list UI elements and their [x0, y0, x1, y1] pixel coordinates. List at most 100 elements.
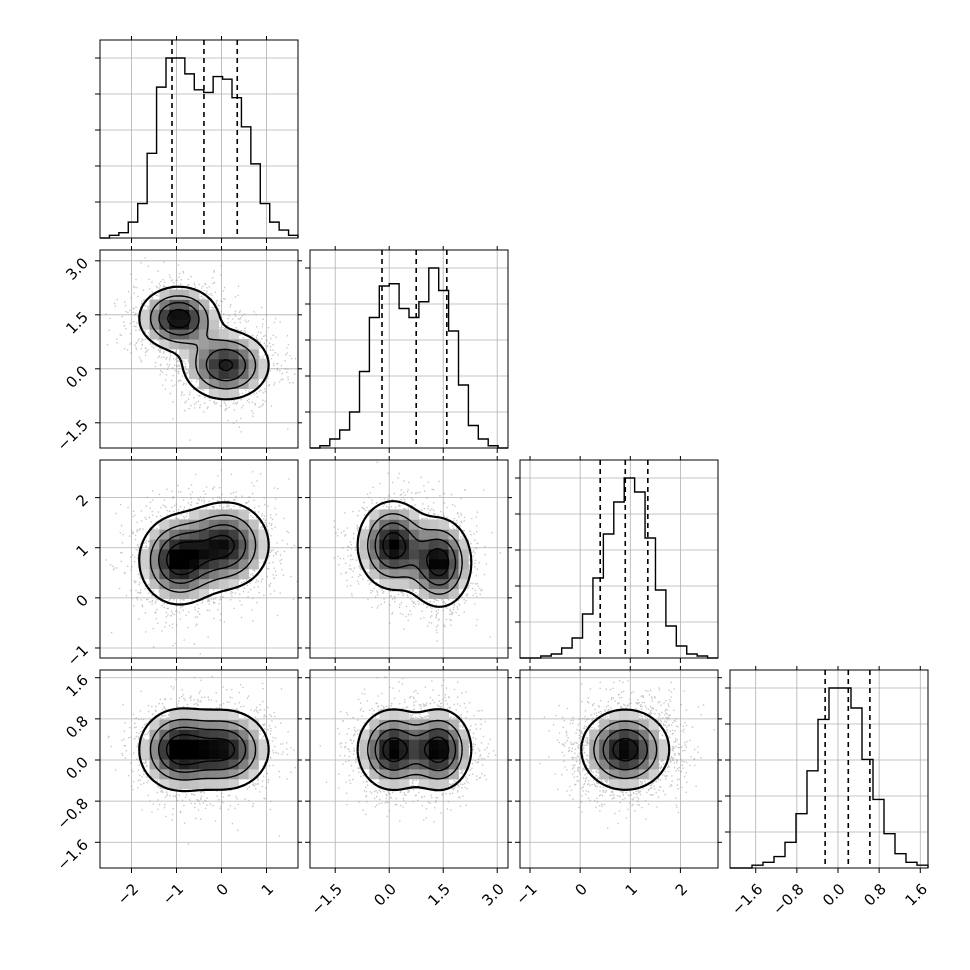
contour-line — [374, 728, 457, 772]
density-cell — [189, 539, 200, 550]
density-cell — [428, 559, 440, 570]
density-cell — [258, 529, 269, 540]
density-cell — [359, 729, 370, 740]
density-cell — [409, 729, 420, 740]
density-cell — [208, 729, 220, 740]
density-cell — [218, 559, 230, 570]
density-cell — [369, 529, 380, 540]
density-cell — [648, 749, 659, 760]
density-cell — [169, 319, 180, 330]
density-cell — [199, 739, 210, 750]
density-cell — [369, 759, 380, 770]
density-cell — [218, 539, 230, 550]
density-cell — [248, 358, 259, 370]
density-cell — [159, 299, 170, 310]
density-cell — [359, 739, 370, 750]
density-cell — [238, 568, 249, 580]
density-cell — [228, 339, 239, 350]
density-cell — [379, 578, 390, 590]
density-cell — [379, 769, 390, 780]
density-cell — [189, 759, 200, 770]
density-cell — [389, 759, 400, 770]
density-cell — [409, 509, 420, 520]
density-cell — [139, 309, 150, 320]
contour-line — [138, 285, 270, 401]
hist-panel-3 — [725, 666, 929, 873]
density-cell — [149, 749, 160, 760]
density-cell — [379, 729, 390, 740]
density-cell — [428, 719, 440, 730]
density-cell — [409, 539, 420, 550]
density-cell — [648, 739, 659, 750]
density-cell — [248, 729, 259, 740]
density-cell — [418, 778, 430, 790]
density-panel-3-0 — [95, 666, 302, 873]
density-cell — [418, 729, 430, 740]
density-cell — [218, 719, 230, 730]
density-cell — [448, 529, 459, 540]
density-cell — [218, 709, 230, 720]
density-cell — [199, 378, 210, 389]
density-cell — [428, 778, 440, 790]
density-cell — [619, 778, 630, 790]
density-cell — [248, 559, 259, 570]
density-cell — [189, 358, 200, 370]
density-cell — [418, 549, 430, 560]
density-cell — [389, 749, 400, 760]
density-cell — [179, 299, 190, 310]
density-cell — [399, 509, 410, 520]
density-cell — [619, 719, 630, 730]
density-cell — [169, 759, 180, 770]
density-cell — [609, 719, 620, 730]
x-tick-label: 1 — [258, 880, 277, 899]
panel-frame — [729, 669, 929, 869]
histogram-series — [100, 57, 299, 239]
density-cell — [189, 778, 200, 790]
density-cell — [179, 529, 190, 540]
density-cell — [399, 709, 410, 720]
contour-line — [167, 308, 233, 372]
density-cell — [179, 719, 190, 730]
density-cell — [199, 729, 210, 740]
density-cell — [179, 349, 190, 360]
density-cell — [238, 559, 249, 570]
density-cell — [458, 739, 469, 750]
density-cell — [179, 319, 190, 330]
density-cell — [458, 559, 469, 570]
density-cell — [208, 739, 220, 750]
density-cell — [418, 539, 430, 550]
y-tick-label: 0 — [73, 591, 92, 610]
density-cell — [238, 349, 249, 360]
density-cell — [199, 539, 210, 550]
x-tick-label: 0.0 — [370, 880, 400, 910]
density-cell — [218, 358, 230, 370]
density-cell — [179, 559, 190, 570]
histogram-series — [520, 477, 718, 659]
density-cell — [389, 719, 400, 730]
density-cell — [399, 549, 410, 560]
hist-panel-1 — [305, 246, 509, 453]
density-cell — [159, 319, 170, 330]
x-tick-label: 0.0 — [819, 880, 849, 910]
contour-line — [356, 500, 473, 608]
density-cell — [179, 749, 190, 760]
density-cell — [169, 778, 180, 790]
density-cell — [149, 309, 160, 320]
x-tick-label: −1.6 — [728, 880, 766, 918]
density-cell — [409, 749, 420, 760]
x-tick-label: 2 — [672, 880, 691, 899]
density-cell — [199, 719, 210, 730]
density-cell — [189, 709, 200, 720]
density-cell — [599, 729, 610, 740]
density-cell — [648, 719, 659, 730]
density-cell — [369, 769, 380, 780]
density-cell — [208, 559, 220, 570]
density-cell — [218, 529, 230, 540]
density-cell — [389, 529, 400, 540]
density-cell — [238, 739, 249, 750]
density-cell — [238, 509, 249, 520]
density-cell — [208, 529, 220, 540]
panel-frame — [309, 459, 509, 659]
panel-background — [100, 40, 298, 238]
hist-panel-2 — [515, 456, 719, 663]
